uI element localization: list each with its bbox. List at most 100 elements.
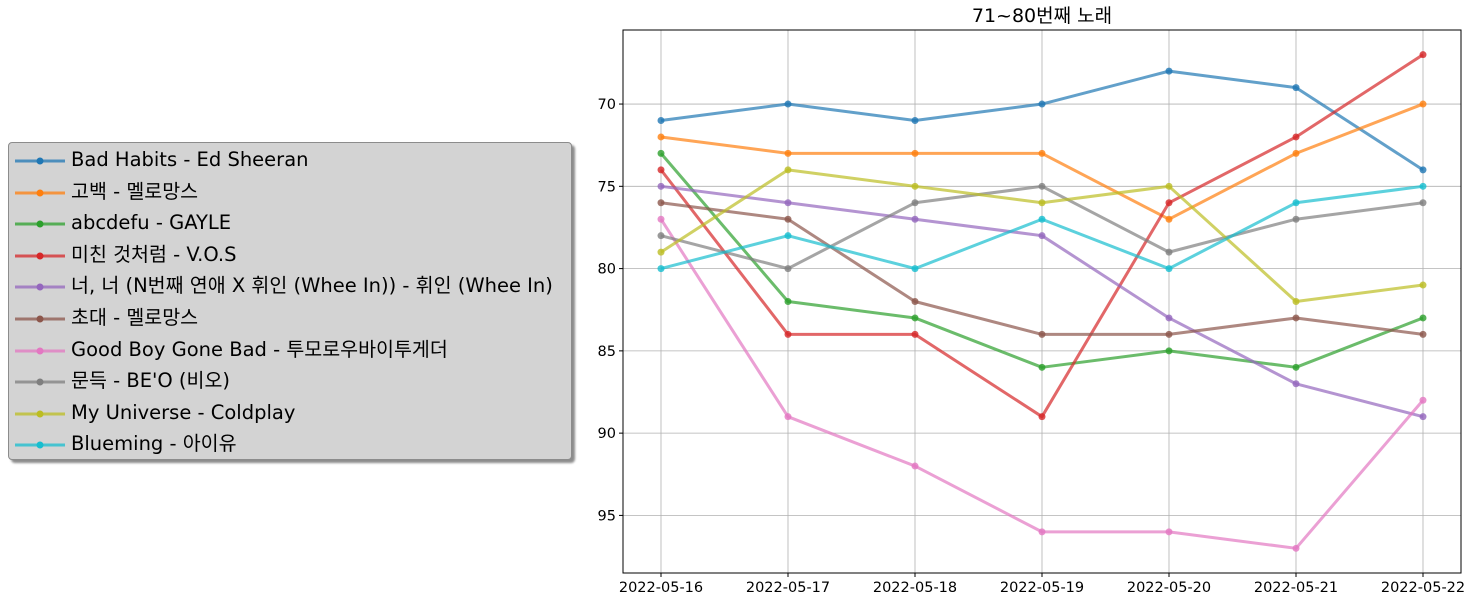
data-point: [1292, 314, 1300, 322]
data-point: [657, 182, 665, 190]
data-point: [911, 199, 919, 207]
data-point: [1165, 199, 1173, 207]
data-point: [784, 100, 792, 108]
series-6: [657, 215, 1427, 552]
data-point: [1292, 149, 1300, 157]
y-tick-label: 85: [598, 344, 616, 360]
legend-swatch: [15, 220, 65, 228]
data-point: [911, 330, 919, 338]
x-tick-label: 2022-05-22: [1381, 580, 1465, 596]
data-point: [1038, 232, 1046, 240]
data-point: [911, 298, 919, 305]
data-point: [657, 215, 665, 223]
legend-label: 미친 것처럼 - V.O.S: [71, 242, 237, 266]
data-point: [1419, 314, 1427, 322]
data-point: [1292, 84, 1300, 92]
data-point: [1292, 215, 1300, 223]
data-point: [911, 215, 919, 223]
legend-label: 초대 - 멜로망스: [71, 306, 199, 329]
legend-swatch: [15, 378, 65, 386]
legend-label: Blueming - 아이유: [71, 432, 237, 456]
data-point: [1165, 528, 1173, 536]
data-point: [1165, 314, 1173, 322]
data-point: [1038, 182, 1046, 190]
series-7: [657, 182, 1427, 273]
x-tick-label: 2022-05-16: [619, 580, 703, 596]
data-point: [784, 298, 792, 305]
legend-label: abcdefu - GAYLE: [71, 211, 232, 235]
series-9: [657, 182, 1427, 273]
series-1: [657, 100, 1427, 223]
data-point: [1165, 330, 1173, 338]
data-point: [911, 462, 919, 470]
data-point: [1292, 199, 1300, 207]
data-point: [657, 199, 665, 207]
x-tick-label: 2022-05-19: [1000, 580, 1084, 596]
data-point: [1165, 215, 1173, 223]
data-point: [1038, 199, 1046, 207]
data-point: [784, 199, 792, 207]
data-point: [784, 166, 792, 174]
legend-swatch: [15, 252, 65, 260]
y-tick-label: 70: [598, 97, 616, 113]
y-tick-label: 95: [598, 508, 616, 524]
ticks: 2022-05-16 2022-05-17 2022-05-18 2022-05-19…: [598, 97, 1466, 596]
legend-item: 초대 - 멜로망스: [9, 304, 571, 334]
data-point: [1038, 413, 1046, 421]
legend-item: Good Boy Gone Bad - 투모로우바이투게더: [9, 336, 571, 366]
data-point: [1419, 281, 1427, 289]
x-tick-label: 2022-05-21: [1254, 580, 1338, 596]
legend-item: 문득 - BE'O (비오): [9, 367, 571, 397]
data-point: [784, 413, 792, 421]
data-point: [1292, 133, 1300, 141]
data-point: [784, 149, 792, 157]
data-point: [911, 149, 919, 157]
legend-swatch: [15, 189, 65, 197]
data-point: [1038, 528, 1046, 536]
legend-swatch: [15, 283, 65, 291]
y-tick-label: 90: [598, 426, 616, 442]
data-point: [1165, 182, 1173, 190]
data-point: [657, 117, 665, 124]
data-point: [1292, 298, 1300, 305]
series-8: [657, 166, 1427, 305]
data-point: [657, 149, 665, 157]
chart-title: 71~80번째 노래: [972, 5, 1112, 27]
legend-item: abcdefu - GAYLE: [9, 209, 571, 239]
series-5: [657, 199, 1427, 338]
x-tick-label: 2022-05-17: [746, 580, 830, 596]
legend-item: 미친 것처럼 - V.O.S: [9, 241, 571, 271]
data-point: [911, 265, 919, 273]
data-point: [911, 117, 919, 124]
legend-swatch: [15, 441, 65, 449]
data-point: [657, 232, 665, 240]
x-tick-label: 2022-05-18: [873, 580, 957, 596]
data-point: [1292, 544, 1300, 552]
data-point: [911, 182, 919, 190]
data-point: [1165, 347, 1173, 355]
y-tick-label: 80: [598, 262, 616, 278]
data-point: [1038, 330, 1046, 338]
data-point: [1292, 363, 1300, 371]
legend-label: My Universe - Coldplay: [71, 400, 296, 424]
data-point: [657, 166, 665, 174]
legend-item: My Universe - Coldplay: [9, 399, 571, 429]
series-4: [657, 182, 1427, 421]
data-point: [1165, 67, 1173, 75]
data-point: [1419, 51, 1427, 59]
data-point: [1419, 396, 1427, 404]
legend-item: 너, 너 (N번째 연애 X 휘인 (Whee In)) - 휘인 (Whee …: [9, 272, 571, 302]
y-tick-label: 75: [598, 179, 616, 195]
data-point: [784, 232, 792, 240]
data-point: [1038, 100, 1046, 108]
data-point: [657, 133, 665, 141]
data-point: [1419, 199, 1427, 207]
data-point: [1038, 363, 1046, 371]
data-point: [657, 265, 665, 273]
series-3: [657, 51, 1427, 421]
data-point: [1165, 248, 1173, 256]
data-point: [1038, 149, 1046, 157]
legend-label: Bad Habits - Ed Sheeran: [71, 148, 309, 171]
data-point: [911, 314, 919, 322]
legend-item: Bad Habits - Ed Sheeran: [9, 146, 571, 176]
